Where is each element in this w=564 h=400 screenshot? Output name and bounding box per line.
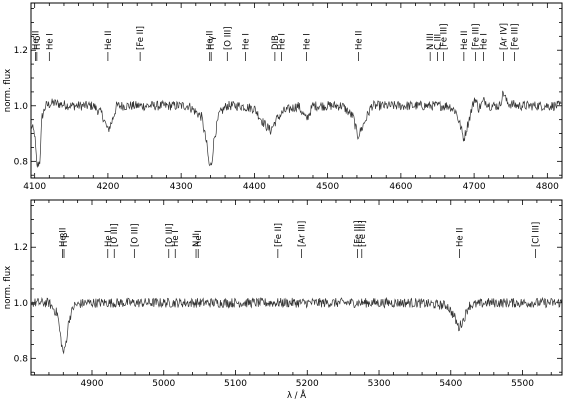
line-label: [O III] [130, 223, 140, 247]
line-label: H β [60, 232, 70, 247]
line-label: DIB [271, 35, 281, 50]
x-tick-label: 5200 [296, 379, 319, 389]
plot-frame [30, 199, 563, 376]
panel-top: 4100 4200 4300 4400 4500 4600 4700 4800 0.8 1.0 1.… [3, 2, 563, 192]
panel-bottom: 4900 5000 5100 5200 5300 5400 5500 0.8 1.0 1.2 nor… [3, 199, 563, 400]
line-label: He I [242, 33, 252, 50]
line-label: He I [194, 230, 204, 247]
x-tick-label: 4300 [170, 182, 193, 192]
x-tick-label: 4100 [23, 182, 46, 192]
line-label: [O III] [110, 223, 120, 247]
x-tick-label: 4500 [316, 182, 339, 192]
x-tick-label: 5400 [439, 379, 462, 389]
line-label: N III [426, 33, 436, 50]
spectrum-series [31, 90, 562, 168]
line-label: [Fe II] [274, 223, 284, 247]
y-tick-label: 1.2 [14, 46, 28, 56]
line-label: N II [192, 233, 202, 247]
plot-frame [30, 2, 563, 179]
x-tick-label: 4700 [463, 182, 486, 192]
line-label: [Fe II] [136, 26, 146, 50]
line-label: H γ [207, 36, 217, 50]
x-tick-label: 4800 [536, 182, 559, 192]
line-label: H δ [33, 36, 43, 50]
x-tick-label: 4400 [243, 182, 266, 192]
line-label: [Ar III] [298, 221, 308, 247]
line-label: [Fe III] [510, 23, 520, 50]
y-axis-title: norm. flux [3, 69, 13, 112]
x-tick-label: 5100 [224, 379, 247, 389]
y-tick-label: 1.2 [14, 243, 28, 253]
line-label: He II [460, 31, 470, 50]
line-label: [Cl III] [531, 222, 541, 247]
line-label: [Fe III] [353, 220, 363, 247]
line-label: He I [277, 33, 287, 50]
line-label: He I [302, 33, 312, 50]
x-axis-title: λ / Å [287, 389, 306, 400]
line-label: C III [433, 34, 443, 50]
y-tick-label: 1.0 [14, 299, 29, 309]
y-tick-label: 0.8 [14, 157, 29, 167]
x-tick-label: 4200 [96, 182, 119, 192]
y-tick-label: 0.8 [14, 354, 29, 364]
x-tick-label: 5000 [152, 379, 175, 389]
line-label: [Fe III] [472, 23, 482, 50]
line-label: [O III] [223, 26, 233, 50]
line-label: He II [455, 228, 465, 247]
line-label: [Ar IV] [499, 23, 509, 50]
spectrum-series [31, 296, 562, 355]
line-label: [Fe III] [358, 220, 368, 247]
x-tick-label: 4900 [81, 379, 104, 389]
x-tick-label: 5500 [511, 379, 534, 389]
line-label: He I [171, 230, 181, 247]
line-label: He II [59, 228, 69, 247]
line-label: [O III] [165, 223, 175, 247]
line-label: He I [480, 33, 490, 50]
line-label: He I [45, 33, 55, 50]
line-label: He II [206, 31, 216, 50]
x-tick-label: 5300 [368, 379, 391, 389]
line-label: He II [31, 31, 41, 50]
y-tick-label: 1.0 [14, 102, 29, 112]
line-label: [Fe III] [439, 23, 449, 50]
line-label: He II [354, 31, 364, 50]
x-tick-label: 4600 [389, 182, 412, 192]
line-label: He II [104, 31, 114, 50]
line-label: He I [104, 230, 114, 247]
y-axis-title: norm. flux [3, 266, 13, 309]
